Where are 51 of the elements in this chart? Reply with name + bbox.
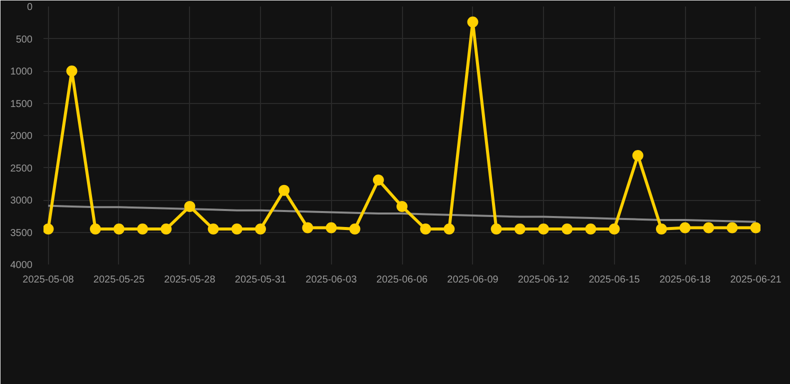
point	[349, 224, 360, 235]
y-tick-label: 2500	[10, 163, 33, 174]
x-tick-label: 2025-05-08	[22, 274, 74, 286]
point	[254, 224, 266, 235]
point	[44, 224, 54, 235]
x-tick-label: 2025-06-09	[447, 274, 499, 286]
point	[562, 224, 573, 235]
point	[726, 222, 738, 234]
x-tick-label: 2025-06-12	[518, 274, 570, 286]
x-tick-label: 2025-05-31	[234, 274, 286, 286]
x-tick-label: 2025-06-21	[730, 274, 782, 286]
y-tick-label: 1000	[10, 66, 33, 78]
y-tick-label: 4000	[10, 260, 33, 271]
point	[326, 222, 337, 234]
point	[444, 224, 455, 235]
point	[208, 224, 219, 235]
y-tick-label: 2000	[10, 131, 33, 142]
x-tick-label: 2025-05-28	[164, 274, 216, 286]
y-tick-label: 500	[16, 34, 33, 46]
point	[514, 224, 526, 235]
point	[656, 224, 667, 235]
point	[160, 224, 172, 235]
x-tick-label: 2025-06-03	[306, 274, 358, 286]
y-tick-label: 0	[26, 2, 33, 13]
point	[372, 174, 384, 186]
point	[396, 200, 408, 212]
x-tick-label: 2025-06-06	[376, 274, 428, 286]
x-tick-label: 2025-06-15	[588, 274, 640, 286]
point	[137, 224, 148, 235]
y-tick-label: 1500	[10, 98, 33, 110]
y-tick-label: 3500	[10, 228, 33, 239]
point	[66, 66, 78, 76]
point	[608, 224, 620, 235]
point	[302, 222, 314, 234]
point	[585, 224, 596, 235]
point	[113, 224, 124, 235]
point	[467, 16, 478, 28]
x-tick-label: 2025-06-18	[659, 274, 712, 286]
point	[184, 200, 196, 212]
point	[490, 224, 502, 235]
point	[750, 222, 760, 234]
point	[632, 150, 644, 161]
y-tick-label: 3000	[10, 196, 33, 206]
point	[231, 224, 242, 235]
point	[278, 184, 290, 196]
x-tick-label: 2025-05-25	[93, 274, 145, 286]
point	[420, 224, 432, 235]
point	[680, 222, 691, 234]
point	[538, 224, 550, 235]
point	[703, 222, 714, 234]
point	[90, 224, 101, 235]
